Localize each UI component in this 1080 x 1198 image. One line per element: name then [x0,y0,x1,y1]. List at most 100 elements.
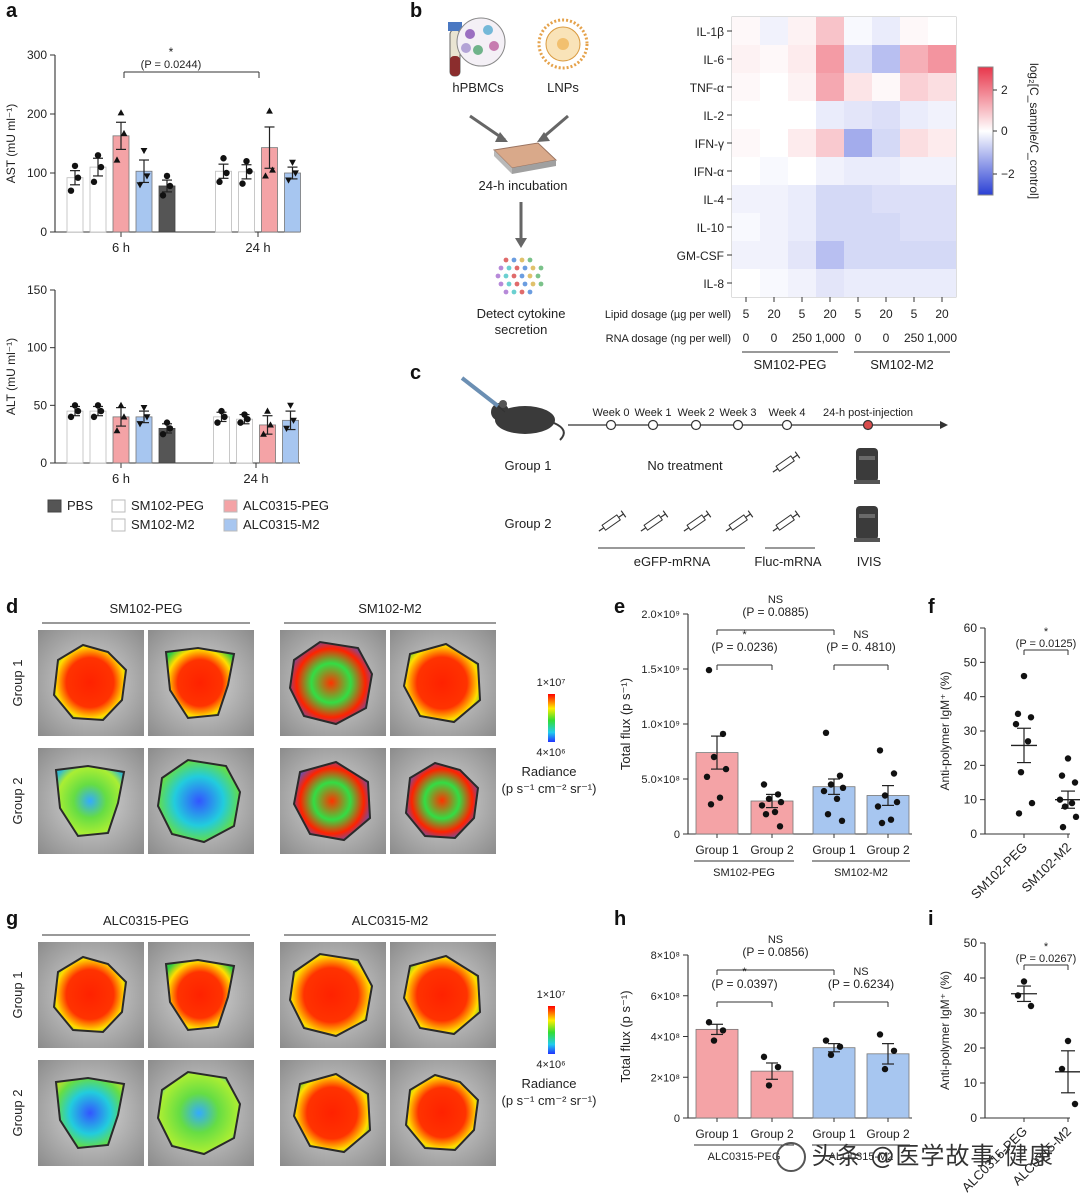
heatmap-cell [928,45,956,73]
data-point [827,781,835,788]
radiance-units-label: (p s⁻¹ cm⁻² sr⁻¹) [502,781,597,796]
tube-cap-icon [448,22,462,31]
y-tick-label: 0 [970,1111,977,1125]
data-point [1058,1065,1066,1073]
bar-ALC0315-M2 [284,172,301,233]
heatmap-cell [844,185,872,213]
cytokine-dot-icon [514,281,520,287]
data-point [719,1027,727,1034]
x-tick-label: 24 h [243,471,268,486]
syringe-body-icon [775,514,795,531]
syringe-small-icon [772,451,801,473]
data-point [90,178,98,186]
data-point [262,172,269,179]
timepoint-marker [781,419,793,431]
legend-label-ALC0315-PEG: ALC0315-PEG [243,498,329,513]
header-SM102-M2: SM102-M2 [358,601,422,616]
heatmap-cell [760,129,788,157]
heatmap-cell [872,157,900,185]
heatmap-cell [788,45,816,73]
week-label: Week 1 [634,407,671,419]
panel-label-g: g [6,908,19,930]
syringe-plunger-icon [618,513,624,518]
data-point [765,795,773,802]
timepoint-marker [732,419,744,431]
row-label-group1: Group 1 [10,972,25,1019]
data-point [216,178,223,186]
syringe-needle-icon [725,527,732,532]
tissue-signal [52,643,128,722]
heatmap-cell [760,45,788,73]
heatmap-cell [872,213,900,241]
week-label: Week 0 [592,407,629,419]
data-point [140,405,148,412]
heatmap-cell [788,213,816,241]
data-point [1020,978,1028,985]
heatmap-cell [760,213,788,241]
legend-swatch-ALC0315-M2 [223,518,238,532]
timeline-arrow-icon [940,421,948,429]
y-tick-label: 0 [40,456,47,470]
cytokine-dot-icon [511,257,517,263]
heatmap-cell [760,73,788,101]
data-point [710,753,718,761]
syringe-needle-icon [683,527,690,532]
tissue-signal [164,646,236,720]
colorbar-label: log₂[C_sample/C_control] [1027,63,1041,199]
heatmap-cell [928,101,956,129]
syringe-body-icon [775,455,795,472]
rna-dose-label: 1,000 [815,331,845,345]
legend-swatch-PBS [47,499,62,513]
fluc-label: Fluc-mRNA [754,554,821,569]
data-point [283,425,290,432]
cytokine-dot-icon [527,273,533,279]
x-tick-label: 24 h [245,240,270,255]
ivis-base-icon [854,480,880,484]
heatmap-cell [872,101,900,129]
heatmap-cell [788,269,816,297]
group2-label: Group 2 [505,516,552,531]
data-point [833,795,841,802]
heatmap-cell [788,157,816,185]
panel-f: 0 10 20 30 40 50 60 Anti-polymer IgM⁺ (%) SM102-… [938,621,1080,902]
mouse-tail-icon [553,422,565,441]
data-point [120,413,128,420]
heatmap-cell [732,45,760,73]
tissue-signal [52,955,128,1034]
y-tick-label: 1.0×10⁹ [641,719,680,731]
sig-pvalue: (P = 0.0244) [141,59,202,71]
data-point [220,155,227,162]
syringe-body-icon [643,514,663,531]
legend-label-PBS: PBS [67,498,93,513]
timepoint-marker [647,419,659,431]
data-point [246,168,253,175]
data-point [1071,1100,1079,1108]
data-point [266,107,273,114]
data-point [1012,720,1020,728]
subgroup-label: ALC0315-M2 [829,1151,894,1163]
data-point [269,166,276,173]
cytokine-dot-icon [511,289,517,295]
data-point [223,169,230,177]
y-tick-label: 30 [964,1006,978,1020]
cytokine-dot-icon [538,265,544,271]
radiance-min-label: 4×10⁶ [536,747,565,759]
legend-label-ALC0315-M2: ALC0315-M2 [243,517,320,532]
needle-icon [497,405,506,413]
syringe-small-icon [640,510,669,532]
ivis-base-icon [854,538,880,542]
cell-icon [465,29,475,39]
tissue-signal [292,1072,372,1154]
lipid-dose-label: 20 [935,307,949,321]
y-axis-label: ALT (mU ml⁻¹) [4,338,18,415]
cytokine-dot-icon [522,265,528,271]
data-point [113,156,121,163]
label-lnps: LNPs [547,80,579,95]
syringe-needle-icon [640,527,647,532]
y-axis-label: Anti-polymer IgM⁺ (%) [938,971,952,1090]
row-label: IL-4 [703,193,724,207]
heatmap-cell [816,157,844,185]
data-point [762,811,770,818]
x-tick-label: Group 2 [866,1127,910,1141]
radiance-min-label: 4×10⁶ [536,1059,565,1071]
